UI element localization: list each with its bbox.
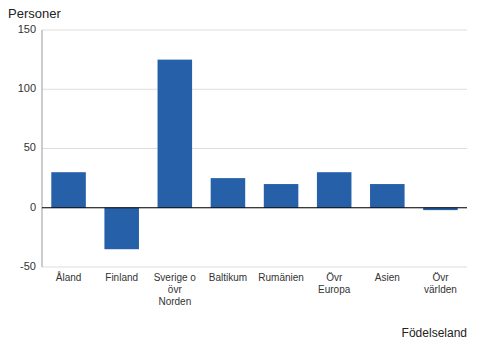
y-tick-label: 100 <box>18 82 36 94</box>
x-tick-label: Finland <box>105 272 138 283</box>
bar <box>317 172 352 208</box>
bar <box>211 178 246 208</box>
bar <box>51 172 86 208</box>
grid-line <box>42 148 467 149</box>
grid-line <box>42 30 467 31</box>
x-tick-label: Övrvärlden <box>424 272 457 295</box>
grid-line <box>42 89 467 90</box>
x-axis-label: Födelseland <box>402 326 467 340</box>
x-tick-label: Baltikum <box>209 272 247 283</box>
chart-container: -50 0 50 100 150 Åland Finland Sverige oövrNord… <box>0 0 479 345</box>
y-tick-label: 0 <box>30 201 36 213</box>
bar <box>158 60 193 208</box>
grid-line <box>42 207 467 208</box>
y-tick-label: 50 <box>24 141 36 153</box>
bars <box>51 60 457 250</box>
x-tick-label: Rumänien <box>258 272 304 283</box>
x-tick-label: Sverige oövrNorden <box>154 272 197 307</box>
y-axis-line <box>42 30 43 267</box>
x-tick-label: ÖvrEuropa <box>318 272 351 295</box>
grid-line <box>42 267 467 268</box>
baseline <box>42 207 467 208</box>
x-tick-label: Asien <box>375 272 400 283</box>
y-tick-label: -50 <box>20 260 36 272</box>
bar <box>370 184 405 208</box>
bar <box>104 208 139 249</box>
grid <box>42 30 467 267</box>
y-axis-label: Personer <box>8 6 61 21</box>
chart: -50 0 50 100 150 Åland Finland Sverige oövrNord… <box>0 0 479 345</box>
x-tick-label: Åland <box>56 271 82 283</box>
y-tick-label: 150 <box>18 23 36 35</box>
bar <box>264 184 299 208</box>
